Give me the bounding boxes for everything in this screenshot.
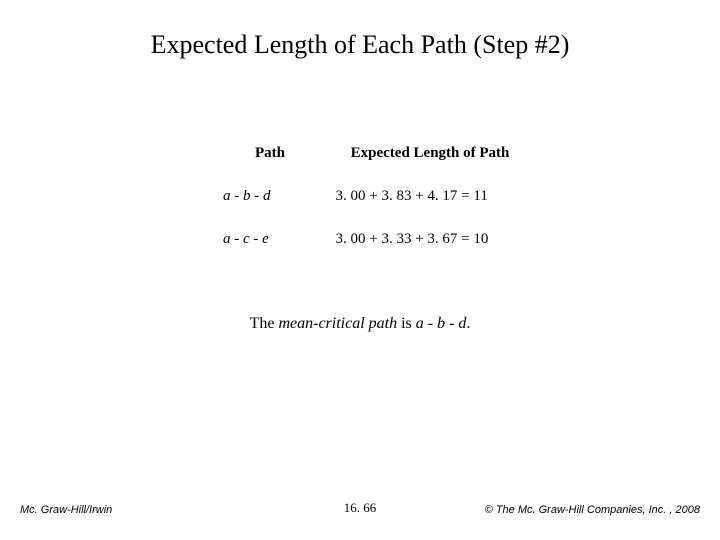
stmt-mean-critical: mean-critical path xyxy=(278,315,397,332)
footer-copyright: © The Mc. Graw-Hill Companies, Inc. , 20… xyxy=(485,504,700,516)
col-header-length: Expected Length of Path xyxy=(325,145,535,162)
cell-length: 3. 00 + 3. 33 + 3. 67 = 10 xyxy=(328,231,536,248)
cell-path: a - c - e xyxy=(215,231,328,248)
stmt-mid: is xyxy=(397,315,416,332)
table-header-row: Path Expected Length of Path xyxy=(215,145,535,162)
cell-path: a - b - d xyxy=(215,188,328,205)
col-header-path: Path xyxy=(215,145,325,162)
stmt-suffix: . xyxy=(466,315,470,332)
table-row: a - b - d 3. 00 + 3. 83 + 4. 17 = 11 xyxy=(215,188,535,205)
table-row: a - c - e 3. 00 + 3. 33 + 3. 67 = 10 xyxy=(215,231,535,248)
slide: Expected Length of Each Path (Step #2) P… xyxy=(0,0,720,540)
mean-critical-statement: The mean-critical path is a - b - d. xyxy=(0,315,720,333)
stmt-path: a - b - d xyxy=(416,315,467,332)
slide-title: Expected Length of Each Path (Step #2) xyxy=(0,30,720,60)
cell-length: 3. 00 + 3. 83 + 4. 17 = 11 xyxy=(328,188,536,205)
path-table: Path Expected Length of Path a - b - d 3… xyxy=(215,145,535,248)
stmt-prefix: The xyxy=(250,315,279,332)
